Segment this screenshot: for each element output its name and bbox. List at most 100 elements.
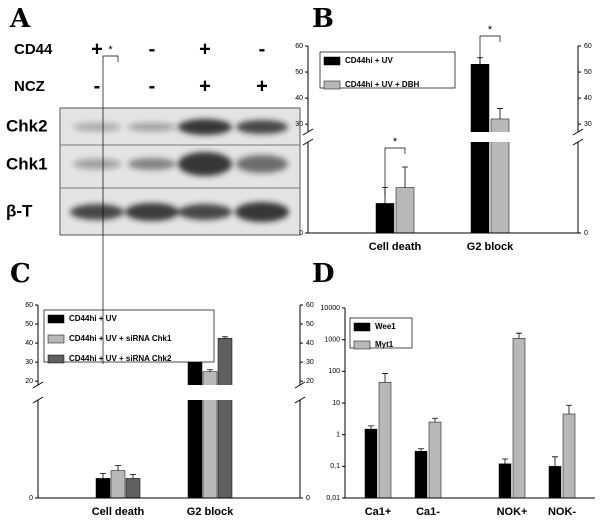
condition-label: CD44	[14, 41, 53, 58]
bar	[378, 382, 392, 499]
legend-swatch	[353, 322, 371, 332]
bar	[110, 470, 126, 499]
significance-star: *	[488, 24, 493, 36]
x-tick-label: G2 block	[187, 506, 234, 518]
legend-swatch	[353, 340, 371, 350]
break-mark	[32, 396, 44, 404]
axis-break	[304, 132, 582, 142]
legend-label: CD44hi + UV	[69, 314, 117, 323]
legend-label: Myt1	[375, 340, 394, 349]
bar	[562, 413, 576, 499]
error-bar	[207, 369, 213, 372]
error-bar	[115, 465, 121, 471]
condition-sign: -	[149, 75, 156, 97]
y-tick-label: 50	[25, 321, 33, 328]
significance-bracket	[384, 147, 406, 195]
significance-bracket	[102, 55, 119, 364]
legend-box	[43, 309, 215, 363]
x-tick-label: G2 block	[467, 241, 514, 253]
x-tick-label: NOK+	[497, 506, 528, 518]
y-tick-label: 60	[25, 302, 33, 309]
y2-tick-label: 30	[306, 359, 314, 366]
y-tick-label: 60	[295, 43, 303, 50]
y2-tick-label: 20	[306, 378, 314, 385]
bar	[217, 338, 233, 499]
legend-swatch	[47, 354, 65, 364]
bar	[470, 63, 490, 234]
y2-tick-label: 60	[584, 43, 592, 50]
significance-star: *	[108, 44, 113, 56]
y-tick-label: 30	[295, 121, 303, 128]
condition-sign: +	[91, 38, 103, 60]
legend-swatch	[323, 80, 341, 90]
error-bar	[100, 473, 106, 479]
bar	[428, 421, 442, 499]
x-tick-label: Cell death	[369, 241, 422, 253]
condition-sign: -	[259, 38, 266, 60]
y-tick-label: 0,01	[326, 495, 340, 502]
panel-letter: C	[10, 259, 31, 289]
bar	[512, 338, 526, 499]
y-tick-label: 1000	[324, 337, 340, 344]
y-tick-label: 40	[295, 95, 303, 102]
band-label: β-T	[6, 201, 33, 220]
significance-star: *	[393, 136, 398, 148]
y2-tick-label: 40	[584, 95, 592, 102]
x-tick-label: Ca1-	[416, 506, 440, 518]
error-bar	[368, 425, 374, 430]
y2-tick-label: 40	[306, 340, 314, 347]
blot-image	[59, 107, 301, 236]
y-tick-label: 100	[328, 368, 340, 375]
condition-sign: +	[199, 38, 211, 60]
condition-sign: +	[199, 75, 211, 97]
significance-bracket	[479, 35, 501, 85]
bar	[548, 466, 562, 499]
condition-sign: -	[149, 38, 156, 60]
y-tick-label: 50	[295, 69, 303, 76]
legend-label: CD44hi + UV + siRNA Chk1	[69, 334, 172, 343]
y-tick-label: 10000	[321, 305, 341, 312]
bar	[414, 450, 428, 499]
legend-label: CD44hi + UV + DBH	[345, 80, 419, 89]
bar	[375, 203, 395, 234]
break-mark	[294, 396, 306, 404]
y-tick-label: 0	[299, 230, 303, 237]
condition-sign: -	[94, 75, 101, 97]
axis-break	[34, 385, 304, 400]
bar	[95, 478, 111, 499]
y2-tick-label: 60	[306, 302, 314, 309]
panel-letter: A	[9, 4, 31, 34]
error-bar	[382, 373, 388, 383]
panel-letter: D	[312, 259, 335, 289]
legend-label: Wee1	[375, 322, 396, 331]
break-mark	[572, 128, 584, 136]
y-tick-label: 10	[332, 400, 340, 407]
error-bar	[552, 456, 558, 467]
error-bar	[130, 474, 136, 479]
error-bar	[402, 166, 408, 188]
error-bar	[418, 448, 424, 452]
break-mark	[302, 138, 314, 146]
legend-swatch	[323, 56, 341, 66]
band-label: Chk1	[6, 154, 48, 173]
x-tick-label: Cell death	[92, 506, 145, 518]
x-tick-label: Ca1+	[365, 506, 392, 518]
y-tick-label: 30	[25, 359, 33, 366]
y2-tick-label: 30	[584, 121, 592, 128]
error-bar	[502, 458, 508, 464]
bar	[395, 187, 415, 234]
y-tick-label: 40	[25, 340, 33, 347]
bar	[498, 463, 512, 499]
bar	[125, 478, 141, 499]
legend-label: CD44hi + UV + siRNA Chk2	[69, 354, 172, 363]
error-bar	[566, 404, 572, 414]
error-bar	[222, 336, 228, 339]
y2-tick-label: 0	[306, 495, 310, 502]
y2-tick-label: 50	[306, 321, 314, 328]
break-mark	[302, 128, 314, 136]
band-label: Chk2	[6, 116, 48, 135]
x-tick-label: NOK-	[548, 506, 576, 518]
y-tick-label: 0,1	[330, 463, 340, 470]
legend-swatch	[47, 334, 65, 344]
